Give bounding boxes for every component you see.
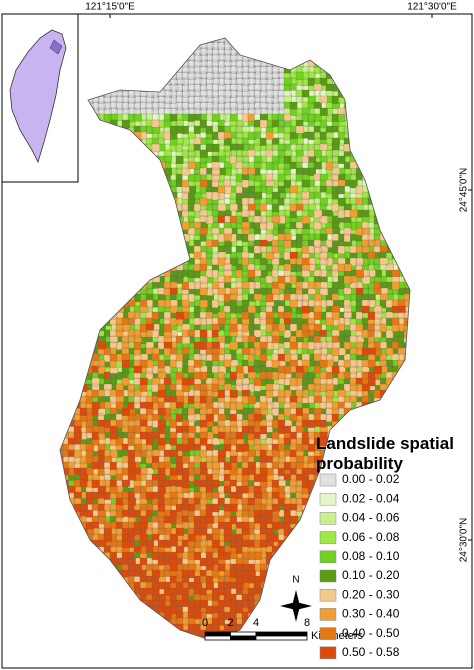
- legend-label: 0.06 - 0.08: [342, 530, 400, 544]
- north-arrow: N: [280, 575, 312, 622]
- scale-segment: [230, 635, 257, 641]
- legend-title: Landslide spatial probability: [316, 434, 454, 473]
- legend-label: 0.08 - 0.10: [342, 549, 400, 563]
- legend-label: 0.10 - 0.20: [342, 568, 400, 582]
- north-label: N: [292, 575, 299, 586]
- legend-swatch: [319, 473, 337, 487]
- legend-swatch: [319, 512, 337, 525]
- scale-segment: [204, 635, 231, 641]
- legend: 0.00 - 0.02 0.02 - 0.04 0.04 - 0.06 0.06 - …: [319, 472, 400, 660]
- legend-swatch: [319, 492, 337, 506]
- latitude-label: 24°30'0"N: [459, 518, 470, 563]
- inset-study-area: [49, 39, 63, 55]
- legend-swatch: [319, 627, 337, 640]
- longitude-label: 121°15'0"E: [85, 2, 135, 13]
- legend-swatch: [319, 531, 337, 544]
- scale-segment: [230, 631, 257, 637]
- legend-swatch: [319, 588, 337, 602]
- legend-swatch: [319, 608, 337, 621]
- scale-tick-label: 0: [202, 617, 208, 629]
- legend-label: 0.04 - 0.06: [342, 511, 400, 525]
- inset-taiwan: [9, 29, 67, 164]
- scale-tick-label: 8: [304, 617, 310, 629]
- legend-label: 0.20 - 0.30: [342, 587, 400, 601]
- north-arrow-shape: [280, 602, 312, 610]
- legend-label: 0.02 - 0.04: [342, 491, 400, 505]
- scale-segment: [255, 631, 308, 637]
- scale-tick-label: 4: [253, 617, 259, 629]
- scale-tick-label: 2: [227, 617, 233, 629]
- legend-swatch: [319, 550, 337, 564]
- legend-label: 0.40 - 0.50: [342, 626, 400, 640]
- legend-label: 0.00 - 0.02: [342, 472, 400, 486]
- scale-segment: [204, 631, 231, 637]
- latitude-label: 24°45'0"N: [459, 168, 470, 213]
- legend-swatch: [319, 646, 337, 660]
- legend-label: 0.50 - 0.58: [342, 645, 400, 659]
- scale-segment: [255, 635, 308, 641]
- legend-label: 0.30 - 0.40: [342, 607, 400, 621]
- legend-swatch: [319, 569, 337, 583]
- longitude-label: 121°30'0"E: [407, 2, 457, 13]
- map-frame: [1, 13, 473, 669]
